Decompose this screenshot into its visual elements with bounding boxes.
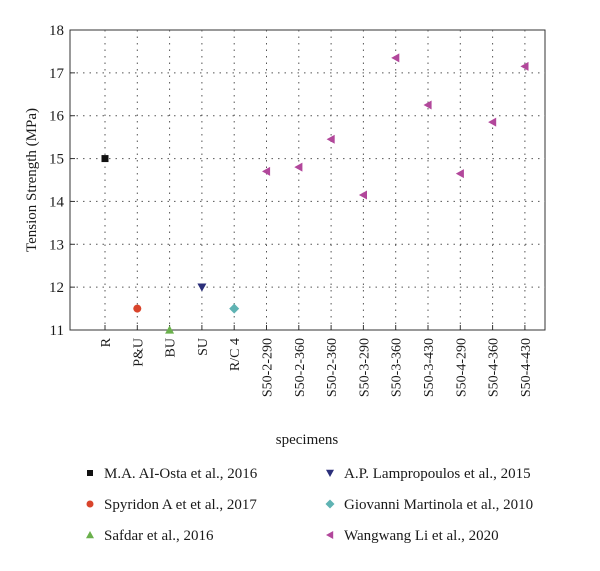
legend-marker <box>326 531 334 539</box>
legend-label: Spyridon A et et al., 2017 <box>104 497 257 513</box>
x-tick-label: S50-3-360 <box>390 338 405 397</box>
x-tick-label: SU <box>196 338 211 356</box>
data-point <box>229 303 240 314</box>
y-axis-ticks: 11 12 13 14 15 16 17 18 <box>49 23 75 339</box>
data-point <box>262 166 271 176</box>
y-tick-label: 16 <box>49 109 65 125</box>
x-tick-label: S50-3-290 <box>357 338 372 397</box>
data-point <box>133 304 142 313</box>
x-tick-label: R/C 4 <box>228 338 243 371</box>
y-tick-label: 17 <box>49 66 65 82</box>
y-tick-label: 13 <box>49 237 64 253</box>
x-tick-label: S50-4-290 <box>454 338 469 397</box>
x-tick-label: S50-3-430 <box>422 338 437 397</box>
legend-label: Giovanni Martinola et al., 2010 <box>344 497 533 513</box>
x-tick-label: S50-4-430 <box>519 338 534 397</box>
data-point <box>391 53 400 63</box>
y-tick-label: 11 <box>50 323 64 339</box>
data-point <box>455 169 464 179</box>
data-point <box>101 155 109 163</box>
y-tick-label: 12 <box>49 280 64 296</box>
legend: M.A. AI-Osta et al., 2016 Spyridon A et e… <box>86 466 533 544</box>
x-tick-label: BU <box>164 338 179 357</box>
legend-label: A.P. Lampropoulos et al., 2015 <box>344 466 531 482</box>
data-point <box>520 61 529 71</box>
legend-marker <box>326 469 334 477</box>
x-axis-ticks: R P&U BU SU R/C 4 S50-2-290 S50-2-360 S50-2-360… <box>99 325 534 397</box>
y-tick-label: 18 <box>49 23 64 39</box>
data-point <box>326 134 335 144</box>
legend-label: Wangwang Li et al., 2020 <box>344 528 499 544</box>
legend-label: Safdar et al., 2016 <box>104 528 214 544</box>
legend-marker <box>86 500 94 508</box>
data-point <box>488 117 497 127</box>
legend-marker <box>325 499 335 509</box>
y-tick-label: 14 <box>49 194 65 210</box>
x-tick-label: P&U <box>131 338 146 367</box>
legend-label: M.A. AI-Osta et al., 2016 <box>104 466 258 482</box>
x-tick-label: S50-2-360 <box>293 338 308 397</box>
data-point <box>197 283 207 292</box>
data-point <box>165 325 175 334</box>
data-point <box>423 100 432 110</box>
data-point <box>358 190 367 200</box>
x-tick-label: S50-2-360 <box>325 338 340 397</box>
x-tick-label: R <box>99 337 114 347</box>
y-axis-label: Tension Strength (MPa) <box>24 108 40 252</box>
x-tick-label: S50-2-290 <box>261 338 276 397</box>
grid <box>70 30 545 330</box>
x-tick-label: S50-4-360 <box>487 338 502 397</box>
x-axis-label: specimens <box>276 432 339 448</box>
y-tick-label: 15 <box>49 152 64 168</box>
legend-marker <box>86 531 94 539</box>
plot-frame <box>69 29 546 331</box>
data-points <box>101 53 529 334</box>
legend-marker <box>87 470 93 476</box>
data-point <box>294 162 303 172</box>
